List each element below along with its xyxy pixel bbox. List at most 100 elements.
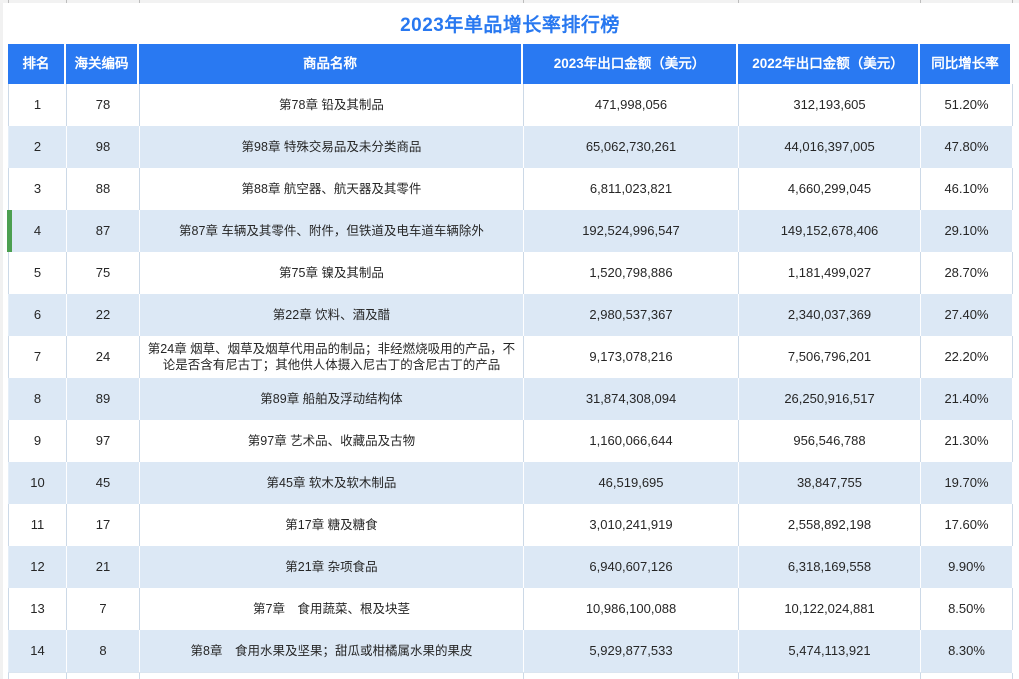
table-row[interactable]: 7 24 第24章 烟草、烟草及烟草代用品的制品；非经燃烧吸用的产品，不论是否含… [8,336,1013,378]
export-2023-cell[interactable]: 5,929,877,533 [524,630,739,672]
product-name-cell[interactable]: 第98章 特殊交易品及未分类商品 [140,126,524,168]
export-2022-cell[interactable]: 2,340,037,369 [739,294,921,336]
table-row[interactable]: 2 98 第98章 特殊交易品及未分类商品 65,062,730,261 44,… [8,126,1013,168]
export-2023-cell[interactable]: 6,940,607,126 [524,546,739,588]
product-name-cell[interactable]: 第22章 饮料、酒及醋 [140,294,524,336]
product-name-cell[interactable]: 第7章 食用蔬菜、根及块茎 [140,588,524,630]
export-2023-cell[interactable]: 192,524,996,547 [524,210,739,252]
growth-rate-cell[interactable]: 19.70% [921,462,1013,504]
customs-code-cell[interactable]: 8 [67,630,140,672]
table-row[interactable]: 1 78 第78章 铅及其制品 471,998,056 312,193,605 … [8,84,1013,126]
export-2022-cell[interactable]: 5,474,113,921 [739,630,921,672]
product-name-cell[interactable]: 第17章 糖及糖食 [140,504,524,546]
growth-rate-cell[interactable]: 29.10% [921,210,1013,252]
rank-cell[interactable]: 9 [9,420,67,462]
export-2022-cell[interactable]: 1,181,499,027 [739,252,921,294]
rank-cell[interactable]: 1 [9,84,67,126]
rank-cell[interactable]: 5 [9,252,67,294]
growth-rate-cell[interactable]: 27.40% [921,294,1013,336]
export-2022-cell[interactable]: 956,546,788 [739,420,921,462]
export-2023-cell[interactable]: 46,519,695 [524,462,739,504]
export-2022-cell[interactable]: 7,506,796,201 [739,336,921,378]
customs-code-cell[interactable]: 7 [67,588,140,630]
export-2022-cell[interactable]: 6,318,169,558 [739,546,921,588]
growth-rate-cell[interactable]: 28.70% [921,252,1013,294]
export-2022-cell[interactable]: 38,847,755 [739,462,921,504]
growth-rate-cell[interactable]: 46.10% [921,168,1013,210]
export-2023-cell[interactable]: 6,811,023,821 [524,168,739,210]
customs-code-cell[interactable]: 45 [67,462,140,504]
header-growth-rate[interactable]: 同比增长率 [920,44,1012,84]
export-2022-cell[interactable]: 44,016,397,005 [739,126,921,168]
table-row[interactable]: 9 97 第97章 艺术品、收藏品及古物 1,160,066,644 956,5… [8,420,1013,462]
table-row[interactable]: 4 87 第87章 车辆及其零件、附件，但铁道及电车道车辆除外 192,524,… [7,210,1013,252]
product-name-cell[interactable]: 第89章 船舶及浮动结构体 [140,378,524,420]
growth-rate-cell[interactable]: 22.20% [921,336,1013,378]
export-2023-cell[interactable]: 65,062,730,261 [524,126,739,168]
customs-code-cell[interactable]: 98 [67,126,140,168]
product-name-cell[interactable]: 第24章 烟草、烟草及烟草代用品的制品；非经燃烧吸用的产品，不论是否含有尼古丁；… [140,336,524,378]
rank-cell[interactable]: 2 [9,126,67,168]
export-2023-cell[interactable]: 1,160,066,644 [524,420,739,462]
export-2023-cell[interactable]: 31,874,308,094 [524,378,739,420]
rank-cell[interactable]: 8 [9,378,67,420]
product-name-cell[interactable]: 第45章 软木及软木制品 [140,462,524,504]
table-row[interactable]: 6 22 第22章 饮料、酒及醋 2,980,537,367 2,340,037… [8,294,1013,336]
growth-rate-cell[interactable]: 51.20% [921,84,1013,126]
growth-rate-cell[interactable]: 17.60% [921,504,1013,546]
header-product-name[interactable]: 商品名称 [139,44,523,84]
table-row[interactable]: 10 45 第45章 软木及软木制品 46,519,695 38,847,755… [8,462,1013,504]
export-2022-cell[interactable]: 312,193,605 [739,84,921,126]
table-row[interactable]: 13 7 第7章 食用蔬菜、根及块茎 10,986,100,088 10,122… [8,588,1013,630]
product-name-cell[interactable]: 第78章 铅及其制品 [140,84,524,126]
table-row[interactable]: 12 21 第21章 杂项食品 6,940,607,126 6,318,169,… [8,546,1013,588]
customs-code-cell[interactable]: 22 [67,294,140,336]
export-2023-cell[interactable]: 10,986,100,088 [524,588,739,630]
export-2023-cell[interactable]: 471,998,056 [524,84,739,126]
rank-cell[interactable]: 13 [9,588,67,630]
export-2023-cell[interactable]: 9,173,078,216 [524,336,739,378]
product-name-cell[interactable]: 第8章 食用水果及坚果；甜瓜或柑橘属水果的果皮 [140,630,524,672]
rank-cell[interactable]: 10 [9,462,67,504]
export-2023-cell[interactable]: 3,010,241,919 [524,504,739,546]
export-2022-cell[interactable]: 26,250,916,517 [739,378,921,420]
export-2022-cell[interactable]: 10,122,024,881 [739,588,921,630]
growth-rate-cell[interactable]: 21.30% [921,420,1013,462]
header-customs-code[interactable]: 海关编码 [66,44,139,84]
header-rank[interactable]: 排名 [8,44,66,84]
customs-code-cell[interactable]: 78 [67,84,140,126]
export-2022-cell[interactable]: 149,152,678,406 [739,210,921,252]
growth-rate-cell[interactable]: 8.30% [921,630,1013,672]
customs-code-cell[interactable]: 21 [67,546,140,588]
product-name-cell[interactable]: 第88章 航空器、航天器及其零件 [140,168,524,210]
rank-cell[interactable]: 6 [9,294,67,336]
rank-cell[interactable]: 12 [9,546,67,588]
product-name-cell[interactable]: 第75章 镍及其制品 [140,252,524,294]
rank-cell[interactable]: 4 [9,210,67,252]
customs-code-cell[interactable]: 75 [67,252,140,294]
customs-code-cell[interactable]: 24 [67,336,140,378]
product-name-cell[interactable]: 第21章 杂项食品 [140,546,524,588]
rank-cell[interactable]: 7 [9,336,67,378]
rank-cell[interactable]: 3 [9,168,67,210]
customs-code-cell[interactable]: 88 [67,168,140,210]
table-row[interactable]: 11 17 第17章 糖及糖食 3,010,241,919 2,558,892,… [8,504,1013,546]
product-name-cell[interactable]: 第97章 艺术品、收藏品及古物 [140,420,524,462]
table-row[interactable]: 8 89 第89章 船舶及浮动结构体 31,874,308,094 26,250… [8,378,1013,420]
export-2023-cell[interactable]: 2,980,537,367 [524,294,739,336]
customs-code-cell[interactable]: 87 [67,210,140,252]
table-row[interactable]: 5 75 第75章 镍及其制品 1,520,798,886 1,181,499,… [8,252,1013,294]
header-export-2023[interactable]: 2023年出口金额（美元） [523,44,738,84]
rank-cell[interactable]: 11 [9,504,67,546]
growth-rate-cell[interactable]: 9.90% [921,546,1013,588]
customs-code-cell[interactable]: 89 [67,378,140,420]
growth-rate-cell[interactable]: 21.40% [921,378,1013,420]
growth-rate-cell[interactable]: 8.50% [921,588,1013,630]
export-2022-cell[interactable]: 2,558,892,198 [739,504,921,546]
customs-code-cell[interactable]: 17 [67,504,140,546]
growth-rate-cell[interactable]: 47.80% [921,126,1013,168]
export-2022-cell[interactable]: 4,660,299,045 [739,168,921,210]
customs-code-cell[interactable]: 97 [67,420,140,462]
header-export-2022[interactable]: 2022年出口金额（美元） [738,44,920,84]
product-name-cell[interactable]: 第87章 车辆及其零件、附件，但铁道及电车道车辆除外 [140,210,524,252]
